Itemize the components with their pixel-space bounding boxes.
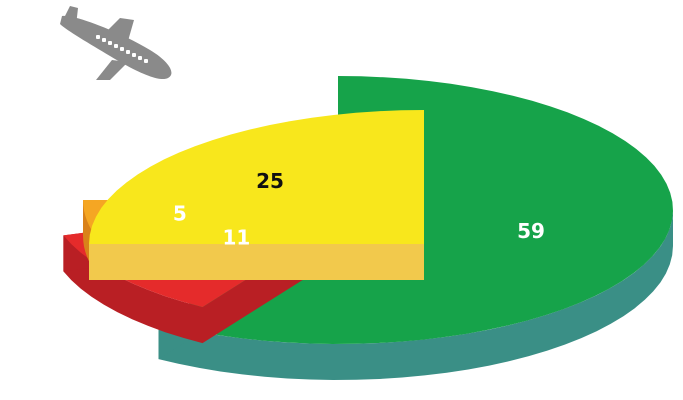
pie-slice-wall-4-1 [89,244,424,280]
pie-slice-side-1 [158,210,673,380]
slice-value-label-4: 25 [256,169,284,193]
airplane-icon [60,6,172,80]
slice-value-label-3: 5 [173,202,187,226]
slice-value-label-2: 11 [222,226,250,250]
pie-slice-side-2 [63,235,203,344]
pie-slice-4 [89,110,424,280]
pie-slice-top-4 [89,110,424,244]
slice-value-label-1: 59 [517,219,545,243]
